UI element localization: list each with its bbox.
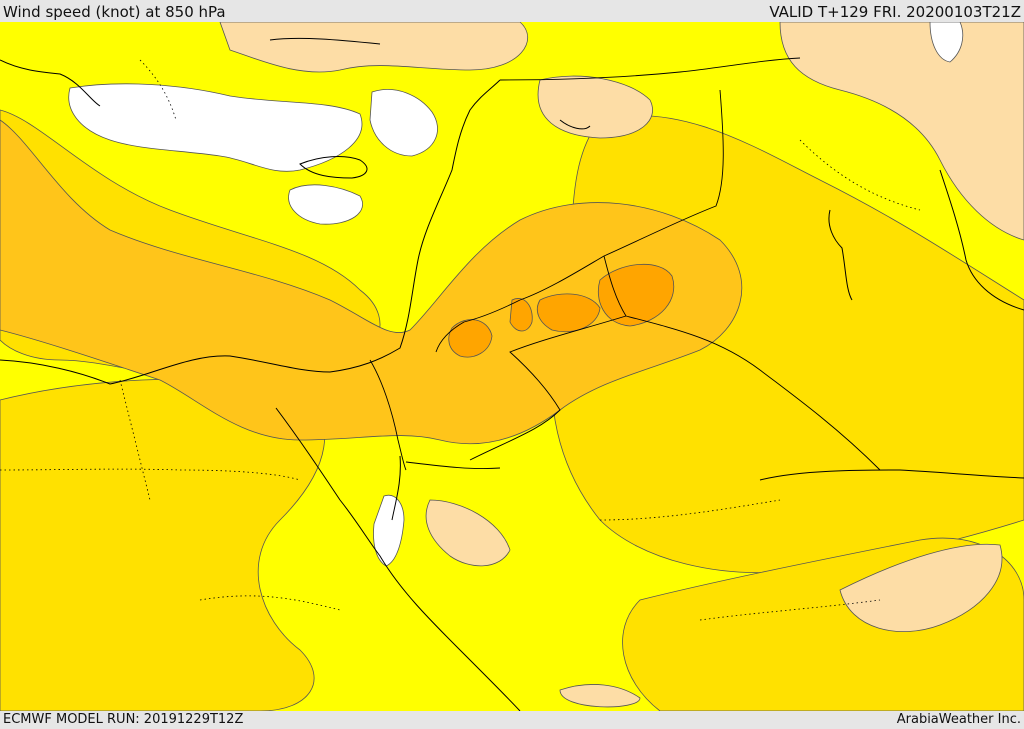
map-title: Wind speed (knot) at 850 hPa: [3, 3, 226, 21]
wind-band-amber: [0, 119, 743, 445]
calm-peach-northeast: [779, 22, 1024, 241]
calm-white-east-turkey: [369, 89, 438, 157]
calm-white-cyprus: [288, 184, 363, 225]
footer-bar: ECMWF MODEL RUN: 20191229T12Z ArabiaWeat…: [0, 711, 1024, 729]
wind-core-orange-2: [536, 293, 601, 333]
calm-white-caspian: [929, 22, 964, 63]
credit: ArabiaWeather Inc.: [896, 712, 1021, 727]
calm-peach-arabia: [839, 543, 1003, 632]
model-run: ECMWF MODEL RUN: 20191229T12Z: [3, 712, 244, 727]
wind-core-orange-3: [448, 319, 493, 358]
country-borders: [369, 57, 881, 471]
calm-peach-north: [219, 22, 529, 73]
wind-speed-map: [0, 22, 1024, 711]
calm-peach-sinai: [425, 499, 511, 567]
calm-white-turkey: [68, 83, 363, 172]
calm-peach-caspian: [537, 75, 653, 139]
calm-white-gulf-aqaba: [373, 494, 405, 567]
title-bar: Wind speed (knot) at 850 hPa VALID T+129…: [0, 0, 1024, 22]
valid-time: VALID T+129 FRI. 20200103T21Z: [769, 3, 1021, 21]
admin-dotted-lines: [0, 59, 921, 621]
coastlines: [0, 37, 1024, 711]
calm-peach-south: [559, 684, 641, 708]
wind-core-orange-1: [597, 264, 674, 327]
